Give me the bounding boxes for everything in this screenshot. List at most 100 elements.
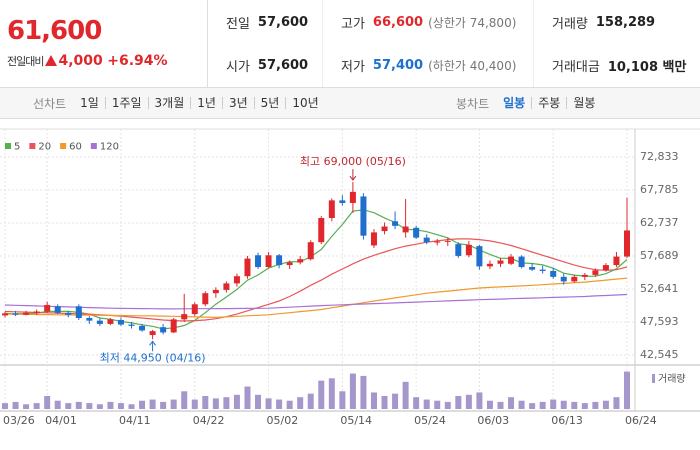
- volume-bar: [44, 396, 51, 409]
- candle-body: [149, 331, 156, 336]
- volume-bar: [602, 400, 609, 409]
- volume-bar: [297, 397, 304, 409]
- volume-bar: [2, 403, 8, 409]
- volume-bar: [33, 403, 40, 409]
- candle-period-button[interactable]: 일봉: [503, 96, 526, 110]
- candle-body: [107, 319, 114, 324]
- high-arrow-head: [349, 175, 357, 181]
- period-button[interactable]: 3년: [221, 97, 254, 109]
- low-annotation: 최저 44,950 (04/16): [100, 351, 206, 364]
- candle-body: [54, 306, 61, 313]
- volume-bar: [613, 397, 620, 409]
- volume-bar: [539, 401, 546, 409]
- candle-body: [613, 256, 620, 266]
- change-caption: 전일대비: [7, 55, 44, 68]
- x-tick-label: 06/13: [551, 414, 583, 427]
- change-pct: +6.94%: [107, 53, 168, 69]
- chart: 42,545 47,593 52,641 57,689 62,737 67,785 72,8…: [0, 128, 700, 427]
- volume-legend: 거래량: [658, 373, 686, 385]
- x-tick-label: 05/14: [340, 414, 372, 427]
- volume-bar: [529, 403, 536, 409]
- volume-legend-swatch: [652, 374, 655, 383]
- volume-bar: [413, 397, 420, 409]
- period-button[interactable]: 5년: [253, 97, 286, 109]
- candle-body: [550, 270, 557, 277]
- y-tick-label: 47,593: [640, 315, 679, 328]
- stat-cell: 전일 57,600: [208, 0, 322, 44]
- volume-bar: [107, 401, 114, 409]
- stat-cell: 저가 57,400 (하한가 40,400): [322, 44, 533, 87]
- legend-swatch: [5, 143, 11, 149]
- candle-body: [297, 259, 304, 263]
- period-button[interactable]: 1년: [190, 97, 222, 109]
- candle-period-button[interactable]: 주봉: [531, 97, 566, 109]
- candle-body: [255, 255, 262, 268]
- stat-value: 158,289: [595, 14, 656, 30]
- volume-bar: [339, 391, 346, 409]
- candle-body: [44, 304, 51, 312]
- candle-body: [465, 244, 472, 256]
- period-button[interactable]: 1주일: [104, 97, 148, 109]
- volume-bar: [149, 399, 156, 409]
- volume-bar: [444, 401, 451, 409]
- candle-caption: 봉차트: [456, 96, 490, 111]
- candle-body: [518, 256, 525, 268]
- stat-label: 저가: [341, 60, 365, 75]
- volume-bar: [518, 400, 525, 409]
- y-tick-label: 72,833: [640, 150, 679, 163]
- volume-bar: [160, 401, 167, 409]
- candle-body: [2, 313, 8, 316]
- x-tick-label: 04/11: [119, 414, 151, 427]
- candle-body: [423, 237, 430, 243]
- stat-cell: 고가 66,600 (상한가 74,800): [322, 0, 533, 44]
- candle-body: [223, 283, 230, 290]
- volume-bar: [402, 381, 409, 409]
- stats-panel: 전일 57,600 고가 66,600 (상한가 74,800) 거래량 158,289 시가…: [208, 0, 700, 88]
- candle-body: [202, 293, 209, 305]
- candle-body: [276, 255, 283, 266]
- x-tick-label: 04/22: [193, 414, 225, 427]
- candle-body: [444, 240, 451, 242]
- volume-bar: [170, 399, 177, 409]
- candle-body: [476, 246, 483, 267]
- volume-bar: [86, 403, 93, 409]
- candle-body: [539, 269, 546, 271]
- change: 4,000: [58, 53, 103, 69]
- volume-bar: [624, 371, 630, 409]
- stat-cell: 거래대금 10,108 백만: [533, 44, 700, 87]
- x-tick-label: 06/03: [477, 414, 509, 427]
- volume-bar: [349, 373, 356, 409]
- period-button[interactable]: 10년: [285, 97, 324, 109]
- volume-bar: [560, 400, 567, 409]
- stat-label: 거래대금: [552, 60, 600, 75]
- volume-bar: [54, 400, 61, 409]
- y-tick-label: 57,689: [640, 249, 679, 262]
- candle-chart-options: 봉차트 일봉 주봉 월봉: [456, 88, 601, 118]
- stat-note: (하한가 40,400): [428, 59, 517, 73]
- candle-body: [307, 242, 314, 260]
- stat-value: 10,108 백만: [607, 60, 687, 75]
- candle-body: [381, 226, 388, 232]
- candle-body: [497, 260, 504, 264]
- candle-body: [602, 265, 609, 271]
- candle-body: [265, 255, 272, 268]
- candle-body: [486, 263, 493, 267]
- volume-bar: [486, 400, 493, 409]
- period-button[interactable]: 3개월: [147, 97, 191, 109]
- candle-period-button[interactable]: 월봉: [566, 97, 601, 109]
- volume-bar: [96, 404, 103, 409]
- line-caption: 선차트: [33, 96, 67, 111]
- candle-body: [212, 289, 219, 294]
- line-chart-options: 선차트 1일 1주일 3개월 1년 3년 5년 10년: [33, 88, 325, 118]
- candle-body: [128, 324, 135, 326]
- x-tick-label: 04/01: [45, 414, 77, 427]
- volume-bar: [223, 397, 230, 409]
- volume-bar: [465, 394, 472, 409]
- volume-bar: [276, 399, 283, 409]
- volume-bar: [75, 401, 82, 409]
- stat-note: (상한가 74,800): [428, 15, 517, 30]
- candle-body: [508, 256, 515, 264]
- period-button[interactable]: 1일: [80, 96, 99, 110]
- price: 61,600: [7, 16, 102, 46]
- candle-body: [139, 325, 146, 331]
